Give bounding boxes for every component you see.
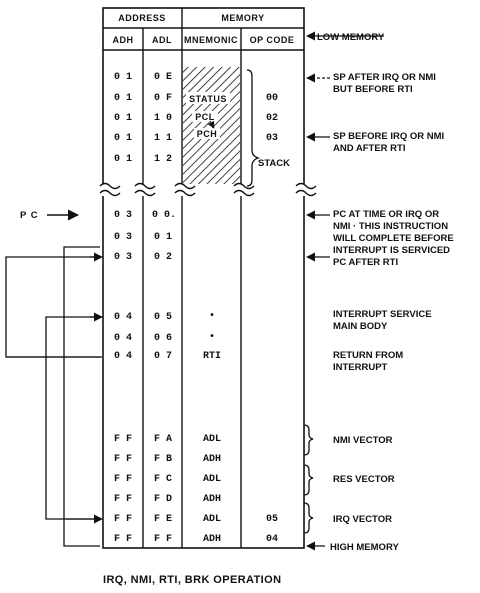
- cell-adh: F F: [113, 454, 133, 465]
- cell-mnemonic: ADH: [202, 494, 222, 505]
- cell-adh: F F: [113, 514, 133, 525]
- cell-opcode: 02: [265, 113, 279, 124]
- cell-adh: 0 3: [113, 252, 133, 263]
- header-address: ADDRESS: [118, 13, 166, 23]
- cell-adl: F D: [153, 494, 173, 505]
- cell-adh: 0 3: [113, 232, 133, 243]
- cell-adl: 0 6: [153, 333, 173, 344]
- column-adh: ADH: [112, 35, 134, 45]
- cell-adl: F E: [153, 514, 173, 525]
- cell-mnemonic: •: [208, 311, 216, 322]
- cell-mnemonic: STATUS: [189, 94, 227, 104]
- cell-adl: F F: [153, 534, 173, 545]
- cell-adl: 0 7: [153, 351, 173, 362]
- cell-adh: 0 4: [113, 351, 133, 362]
- cell-adh: 0 4: [113, 333, 133, 344]
- cell-adl: 1 1: [153, 133, 173, 144]
- cell-adh: 0 1: [113, 93, 133, 104]
- cell-adh: 0 1: [113, 154, 133, 165]
- cell-mnemonic: •: [208, 332, 216, 343]
- stack-brace: [246, 69, 261, 187]
- high-memory-label: HIGH MEMORY: [330, 542, 399, 553]
- cell-adl: 0 F: [153, 93, 173, 104]
- stack-hatch: [183, 67, 240, 186]
- cell-opcode: 04: [265, 534, 279, 545]
- cell-adh: F F: [113, 474, 133, 485]
- pc-label: P C: [20, 210, 39, 221]
- cell-adl: 1 2: [153, 154, 173, 165]
- cell-adh: F F: [113, 494, 133, 505]
- cell-mnemonic: ADH: [202, 534, 222, 545]
- cell-adh: 0 1: [113, 113, 133, 124]
- pc-after-rti-label: PC AFTER RTI: [333, 257, 399, 268]
- cell-adh: F F: [113, 434, 133, 445]
- cell-mnemonic: PCH: [196, 129, 218, 139]
- cell-adh: 0 4: [113, 312, 133, 323]
- header-memory: MEMORY: [221, 13, 265, 23]
- irq-vector-label: IRQ VECTOR: [333, 514, 392, 525]
- column-adl: ADL: [152, 35, 172, 45]
- low-memory-label: LOW MEMORY: [317, 32, 385, 43]
- cell-mnemonic: PCL: [195, 112, 215, 122]
- nmi-vector-label: NMI VECTOR: [333, 435, 393, 446]
- column-mnemonic: MNEMONIC: [184, 35, 238, 45]
- stack-label: STACK: [258, 158, 291, 169]
- cell-mnemonic: RTI: [202, 351, 222, 362]
- res-vector-label: RES VECTOR: [333, 474, 395, 485]
- cell-opcode: 05: [265, 514, 279, 525]
- cell-opcode: 03: [265, 133, 279, 144]
- cell-adh: 0 3: [113, 210, 133, 221]
- cell-adl: 0 2: [153, 252, 173, 263]
- cell-adl: 0 1: [153, 232, 173, 243]
- cell-mnemonic: ADH: [202, 454, 222, 465]
- cell-adh: 0 1: [113, 72, 133, 83]
- cell-adl: 0 0.: [151, 210, 177, 221]
- cell-mnemonic: ADL: [202, 434, 222, 445]
- cell-adl: F A: [153, 434, 173, 445]
- cell-adh: F F: [113, 534, 133, 545]
- column-opcode: OP CODE: [249, 35, 295, 45]
- cell-adh: 0 1: [113, 133, 133, 144]
- cell-adl: 0 E: [153, 72, 173, 83]
- cell-adl: 1 0: [153, 113, 173, 124]
- cell-adl: F C: [153, 474, 173, 485]
- cell-mnemonic: ADL: [202, 514, 222, 525]
- cell-mnemonic: ADL: [202, 474, 222, 485]
- table-border: [102, 7, 305, 549]
- column-break-marks: [99, 182, 317, 200]
- figure-caption: IRQ, NMI, RTI, BRK OPERATION: [103, 574, 282, 586]
- cell-opcode: 00: [265, 93, 279, 104]
- cell-adl: 0 5: [153, 312, 173, 323]
- cell-adl: F B: [153, 454, 173, 465]
